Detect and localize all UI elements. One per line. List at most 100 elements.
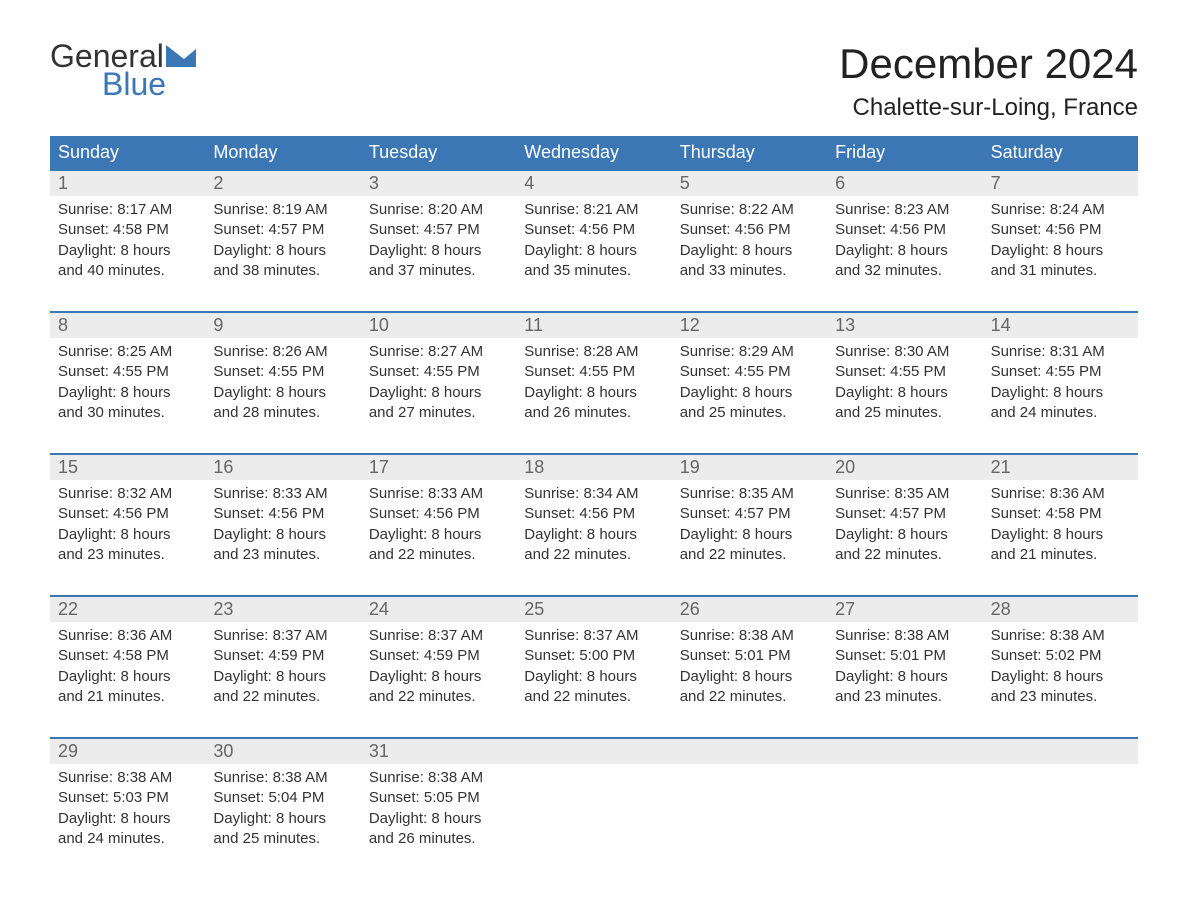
day-sunrise: Sunrise: 8:24 AM bbox=[991, 200, 1130, 220]
day-number: 7 bbox=[983, 171, 1138, 196]
day-cell: Sunrise: 8:38 AMSunset: 5:05 PMDaylight:… bbox=[361, 764, 516, 857]
day-sunrise: Sunrise: 8:25 AM bbox=[58, 342, 197, 362]
day-d2: and 38 minutes. bbox=[213, 261, 352, 281]
day-cell: Sunrise: 8:38 AMSunset: 5:03 PMDaylight:… bbox=[50, 764, 205, 857]
day-d1: Daylight: 8 hours bbox=[369, 525, 508, 545]
daynum-row: 891011121314 bbox=[50, 313, 1138, 338]
day-cell: Sunrise: 8:36 AMSunset: 4:58 PMDaylight:… bbox=[50, 622, 205, 715]
day-d2: and 21 minutes. bbox=[991, 545, 1130, 565]
day-sunset: Sunset: 5:01 PM bbox=[680, 646, 819, 666]
day-sunrise: Sunrise: 8:30 AM bbox=[835, 342, 974, 362]
day-cell: Sunrise: 8:24 AMSunset: 4:56 PMDaylight:… bbox=[983, 196, 1138, 289]
day-sunset: Sunset: 4:55 PM bbox=[369, 362, 508, 382]
day-cell: Sunrise: 8:23 AMSunset: 4:56 PMDaylight:… bbox=[827, 196, 982, 289]
day-cell bbox=[516, 764, 671, 857]
day-sunrise: Sunrise: 8:23 AM bbox=[835, 200, 974, 220]
day-number: 30 bbox=[205, 739, 360, 764]
day-sunrise: Sunrise: 8:35 AM bbox=[680, 484, 819, 504]
day-d2: and 23 minutes. bbox=[58, 545, 197, 565]
day-number bbox=[827, 739, 982, 764]
day-d2: and 22 minutes. bbox=[369, 687, 508, 707]
day-d1: Daylight: 8 hours bbox=[524, 667, 663, 687]
day-cell bbox=[983, 764, 1138, 857]
day-d1: Daylight: 8 hours bbox=[213, 809, 352, 829]
content-row: Sunrise: 8:32 AMSunset: 4:56 PMDaylight:… bbox=[50, 480, 1138, 573]
day-cell: Sunrise: 8:33 AMSunset: 4:56 PMDaylight:… bbox=[205, 480, 360, 573]
calendar: Sunday Monday Tuesday Wednesday Thursday… bbox=[50, 136, 1138, 857]
day-sunset: Sunset: 4:57 PM bbox=[835, 504, 974, 524]
title-block: December 2024 Chalette-sur-Loing, France bbox=[839, 40, 1138, 122]
day-d1: Daylight: 8 hours bbox=[369, 667, 508, 687]
day-number bbox=[516, 739, 671, 764]
day-d1: Daylight: 8 hours bbox=[213, 525, 352, 545]
day-sunset: Sunset: 4:57 PM bbox=[680, 504, 819, 524]
day-sunrise: Sunrise: 8:20 AM bbox=[369, 200, 508, 220]
day-sunrise: Sunrise: 8:22 AM bbox=[680, 200, 819, 220]
day-cell: Sunrise: 8:35 AMSunset: 4:57 PMDaylight:… bbox=[672, 480, 827, 573]
day-sunrise: Sunrise: 8:36 AM bbox=[58, 626, 197, 646]
day-sunrise: Sunrise: 8:37 AM bbox=[213, 626, 352, 646]
day-header: Friday bbox=[827, 136, 982, 169]
day-d2: and 26 minutes. bbox=[524, 403, 663, 423]
day-d1: Daylight: 8 hours bbox=[369, 241, 508, 261]
day-d1: Daylight: 8 hours bbox=[213, 667, 352, 687]
logo: General Blue bbox=[50, 40, 196, 100]
day-cell: Sunrise: 8:19 AMSunset: 4:57 PMDaylight:… bbox=[205, 196, 360, 289]
day-cell: Sunrise: 8:38 AMSunset: 5:02 PMDaylight:… bbox=[983, 622, 1138, 715]
day-header-row: Sunday Monday Tuesday Wednesday Thursday… bbox=[50, 136, 1138, 169]
day-cell: Sunrise: 8:21 AMSunset: 4:56 PMDaylight:… bbox=[516, 196, 671, 289]
content-row: Sunrise: 8:36 AMSunset: 4:58 PMDaylight:… bbox=[50, 622, 1138, 715]
day-cell: Sunrise: 8:35 AMSunset: 4:57 PMDaylight:… bbox=[827, 480, 982, 573]
content-row: Sunrise: 8:17 AMSunset: 4:58 PMDaylight:… bbox=[50, 196, 1138, 289]
day-cell: Sunrise: 8:29 AMSunset: 4:55 PMDaylight:… bbox=[672, 338, 827, 431]
week: 22232425262728Sunrise: 8:36 AMSunset: 4:… bbox=[50, 595, 1138, 715]
day-sunrise: Sunrise: 8:38 AM bbox=[58, 768, 197, 788]
location: Chalette-sur-Loing, France bbox=[839, 94, 1138, 122]
content-row: Sunrise: 8:38 AMSunset: 5:03 PMDaylight:… bbox=[50, 764, 1138, 857]
day-cell: Sunrise: 8:32 AMSunset: 4:56 PMDaylight:… bbox=[50, 480, 205, 573]
day-number: 19 bbox=[672, 455, 827, 480]
day-d1: Daylight: 8 hours bbox=[835, 241, 974, 261]
day-d2: and 26 minutes. bbox=[369, 829, 508, 849]
day-sunrise: Sunrise: 8:33 AM bbox=[369, 484, 508, 504]
day-cell: Sunrise: 8:37 AMSunset: 4:59 PMDaylight:… bbox=[205, 622, 360, 715]
week: 891011121314 Sunrise: 8:25 AM Sunset: 4:55… bbox=[50, 311, 1138, 431]
day-header: Monday bbox=[205, 136, 360, 169]
day-cell: Sunrise: 8:38 AMSunset: 5:01 PMDaylight:… bbox=[827, 622, 982, 715]
day-cell: Sunrise: 8:20 AMSunset: 4:57 PMDaylight:… bbox=[361, 196, 516, 289]
daynum-row: 1234567 bbox=[50, 171, 1138, 196]
content-row: Sunrise: 8:25 AM Sunset: 4:55 PM Daylight:… bbox=[50, 338, 1138, 431]
day-sunrise: Sunrise: 8:21 AM bbox=[524, 200, 663, 220]
day-cell bbox=[672, 764, 827, 857]
day-d2: and 22 minutes. bbox=[213, 687, 352, 707]
day-number: 16 bbox=[205, 455, 360, 480]
day-cell: Sunrise: 8:37 AMSunset: 4:59 PMDaylight:… bbox=[361, 622, 516, 715]
day-sunrise: Sunrise: 8:29 AM bbox=[680, 342, 819, 362]
day-number: 29 bbox=[50, 739, 205, 764]
day-sunset: Sunset: 4:56 PM bbox=[524, 504, 663, 524]
week: 1234567Sunrise: 8:17 AMSunset: 4:58 PMDa… bbox=[50, 169, 1138, 289]
day-sunset: Sunset: 4:56 PM bbox=[58, 504, 197, 524]
day-number bbox=[983, 739, 1138, 764]
day-number: 21 bbox=[983, 455, 1138, 480]
day-cell: Sunrise: 8:34 AMSunset: 4:56 PMDaylight:… bbox=[516, 480, 671, 573]
day-sunset: Sunset: 4:57 PM bbox=[213, 220, 352, 240]
day-d2: and 33 minutes. bbox=[680, 261, 819, 281]
day-sunset: Sunset: 5:05 PM bbox=[369, 788, 508, 808]
day-d1: Daylight: 8 hours bbox=[835, 667, 974, 687]
day-d1: Daylight: 8 hours bbox=[991, 667, 1130, 687]
day-d1: Daylight: 8 hours bbox=[991, 525, 1130, 545]
day-number: 20 bbox=[827, 455, 982, 480]
day-d1: Daylight: 8 hours bbox=[991, 241, 1130, 261]
day-sunset: Sunset: 5:01 PM bbox=[835, 646, 974, 666]
day-sunrise: Sunrise: 8:33 AM bbox=[213, 484, 352, 504]
day-d2: and 25 minutes. bbox=[213, 829, 352, 849]
day-cell: Sunrise: 8:28 AMSunset: 4:55 PMDaylight:… bbox=[516, 338, 671, 431]
day-cell: Sunrise: 8:37 AMSunset: 5:00 PMDaylight:… bbox=[516, 622, 671, 715]
day-cell bbox=[827, 764, 982, 857]
day-d1: Daylight: 8 hours bbox=[58, 383, 197, 403]
day-d2: and 22 minutes. bbox=[680, 545, 819, 565]
day-sunrise: Sunrise: 8:17 AM bbox=[58, 200, 197, 220]
day-sunrise: Sunrise: 8:37 AM bbox=[524, 626, 663, 646]
day-sunset: Sunset: 5:00 PM bbox=[524, 646, 663, 666]
